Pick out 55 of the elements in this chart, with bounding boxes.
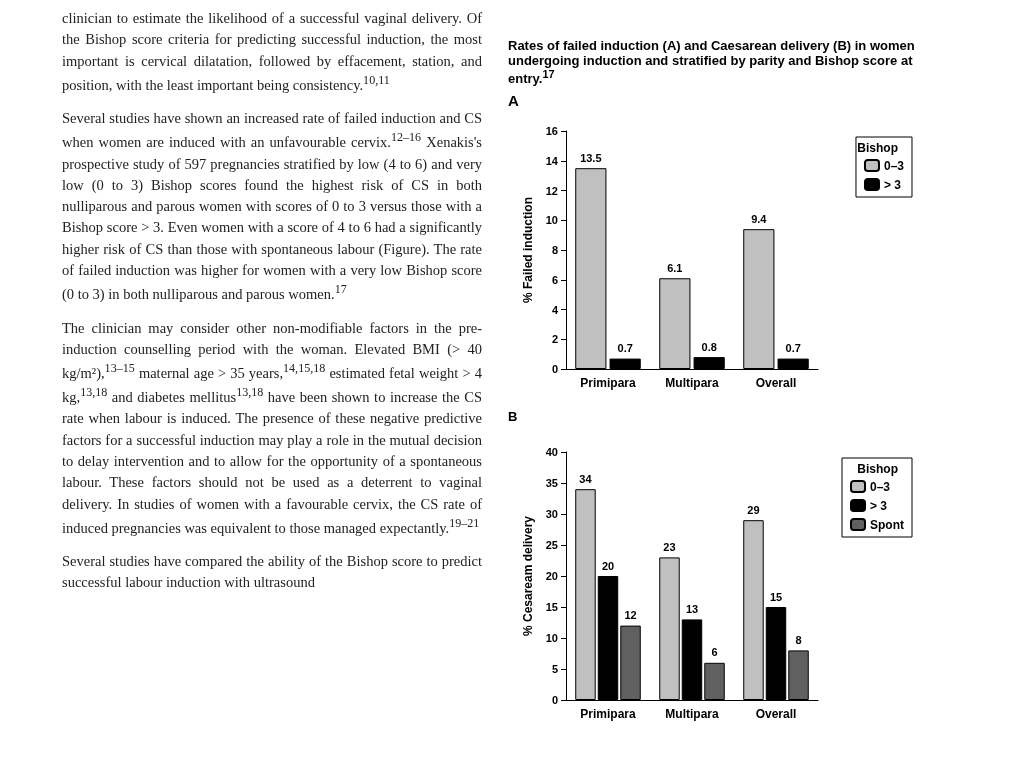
y-axis-title: % Cesaream delivery — [521, 515, 535, 637]
y-tick-label: 2 — [551, 333, 558, 346]
y-tick-label: 20 — [545, 570, 558, 583]
text: The clinician may consider other non-modifiable factors in the pre-induction counselling period with the woman. Elevated BMI (> 40 kg/m²),$^{13–15}$ maternal age > 35 years,$^{14,15,18}$ estimated fetal weight > 4 kg,$^{13,18}$ and diabetes mellitus$^{13,18}$ have been shown to increase the CS rate when labour is induced. The presence of these negative predictive factors for a successful induction may play a role in the mutual decision to delay intervention and to allow for the opportunity of a spontaneous labour. These factors should not be used as a deterrent to vaginal delivery. In studies of women with a favourable cervix, the CS rate of induced pregnancies was equivalent to those managed expectantly.$^{19–21}$ — [62, 319, 482, 536]
text: Several studies have shown an increased rate of failed induction and CS when women are induced with an unfavourable cervix.$^{12–16}$ Xenakis's prospective study of 597 pregnancies stratified by low (4 to 6) and very low (0 to 3) Bishop scores found the highest risk of CS in both nulliparous and parous women with scores of 0 to 3 versus those with a Bishop score > 3. Even women with a score of 4 to 6 had a significantly higher risk of CS than those with spontaneous labour (Figure). The rate of failed induction was higher for women with a very low Bishop score (0 to 3) in both nulliparous and parous women.$^{17}$ — [62, 110, 482, 303]
chart-subtitle: A — [508, 92, 520, 110]
data-label: 8 — [795, 634, 802, 647]
data-label: 0.8 — [701, 340, 717, 353]
chart-title: Rates of failed induction (A) and Caesarean delivery (B) in women undergoing induction and stratified by parity and Bishop score at entry.$^{17}$ — [508, 38, 916, 87]
y-tick-label: 15 — [545, 601, 558, 614]
data-label: 0.7 — [785, 342, 801, 355]
x-tick-label: Primipara — [580, 707, 637, 722]
x-tick-label: Multipara — [665, 707, 719, 722]
legend-label: > 3 — [870, 498, 888, 513]
text: clinician to estimate the likelihood of a successful vaginal delivery. Of the Bishop score criteria for predicting successful induction, the most important is cervical dilatation, followed by effacement, station, and position, with the least important being consistency.$^{10,11}$ — [62, 9, 482, 95]
x-tick-label: Multipara — [665, 376, 719, 391]
legend-label: Spont — [870, 517, 905, 532]
y-tick-label: 6 — [551, 274, 558, 287]
y-tick-label: 30 — [545, 508, 558, 521]
chart-title: B — [508, 409, 519, 425]
y-tick-label: 8 — [551, 244, 558, 257]
y-tick-label: 14 — [545, 155, 559, 168]
data-label: 13.5 — [580, 152, 602, 165]
data-label: 0.7 — [617, 342, 633, 355]
data-label: 12 — [624, 609, 637, 622]
x-tick-label: Overall — [755, 376, 797, 391]
data-label: 13 — [685, 603, 699, 616]
data-label: 6 — [711, 646, 718, 659]
data-label: 29 — [747, 504, 760, 517]
data-label: 34 — [579, 473, 593, 486]
data-label: 23 — [663, 541, 676, 554]
y-tick-label: 10 — [545, 632, 558, 645]
data-label: 15 — [769, 590, 783, 603]
legend-title: Bishop — [857, 462, 899, 477]
legend-label: 0–3 — [883, 158, 905, 173]
y-tick-label: 4 — [551, 303, 559, 316]
data-label: 6.1 — [667, 262, 683, 275]
legend-title: Bishop — [857, 141, 899, 156]
y-tick-label: 0 — [551, 363, 558, 376]
y-tick-label: 16 — [545, 125, 558, 138]
y-tick-label: 12 — [545, 184, 558, 197]
y-tick-label: 40 — [545, 446, 558, 459]
x-tick-label: Overall — [755, 707, 797, 722]
y-tick-label: 5 — [551, 663, 558, 676]
y-tick-label: 35 — [545, 477, 558, 490]
legend-label: > 3 — [883, 177, 902, 192]
legend-label: 0–3 — [870, 479, 891, 494]
y-axis-title: % Failed induction — [521, 197, 535, 304]
y-tick-label: 0 — [551, 694, 558, 707]
x-tick-label: Primipara — [580, 376, 637, 391]
y-tick-label: 10 — [545, 214, 558, 227]
y-tick-label: 25 — [545, 539, 558, 552]
data-label: 9.4 — [751, 213, 768, 225]
text: Several studies have compared the ability of the Bishop score to predict successful labour induction with ultrasound — [62, 552, 482, 593]
data-label: 20 — [601, 559, 615, 572]
